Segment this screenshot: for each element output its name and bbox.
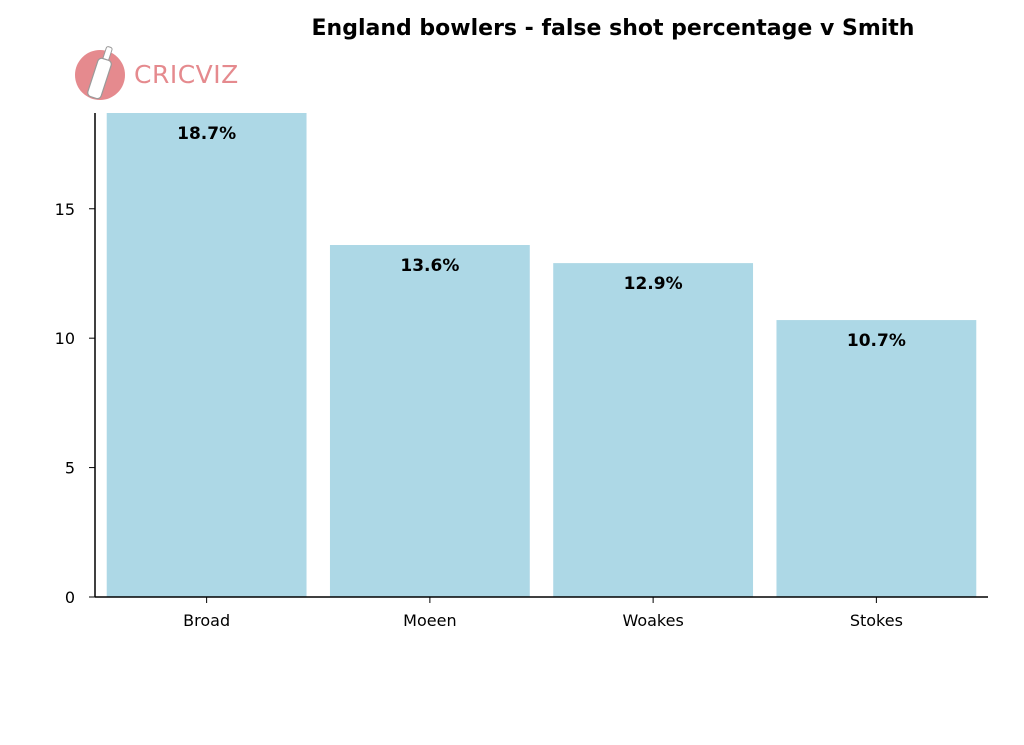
x-axis: Broad Moeen Woakes Stokes bbox=[95, 596, 988, 630]
x-tick-label-stokes: Stokes bbox=[850, 611, 903, 630]
y-axis: 0 5 10 15 bbox=[55, 113, 96, 607]
data-labels-group: 18.7% 13.6% 12.9% 10.7% bbox=[177, 124, 906, 351]
data-label-moeen: 13.6% bbox=[400, 256, 459, 276]
y-tick-label: 10 bbox=[55, 329, 75, 348]
bar-moeen bbox=[329, 245, 530, 597]
data-label-stokes: 10.7% bbox=[847, 331, 906, 351]
x-tick-label-broad: Broad bbox=[183, 611, 230, 630]
data-label-broad: 18.7% bbox=[177, 124, 236, 144]
x-tick-label-woakes: Woakes bbox=[622, 611, 683, 630]
y-tick-label: 0 bbox=[65, 588, 75, 607]
y-tick-label: 5 bbox=[65, 459, 75, 478]
bars-group bbox=[106, 113, 977, 597]
cricket-bat-ball-icon bbox=[75, 46, 125, 100]
logo-text: CRICVIZ bbox=[134, 59, 239, 89]
cricviz-logo: CRICVIZ bbox=[74, 46, 239, 102]
x-tick-label-moeen: Moeen bbox=[403, 611, 456, 630]
data-label-woakes: 12.9% bbox=[624, 274, 683, 294]
bar-woakes bbox=[553, 263, 754, 597]
y-tick-label: 15 bbox=[55, 200, 75, 219]
bar-broad bbox=[106, 113, 307, 597]
chart-title: England bowlers - false shot percentage … bbox=[311, 16, 915, 41]
bar-stokes bbox=[776, 320, 977, 597]
